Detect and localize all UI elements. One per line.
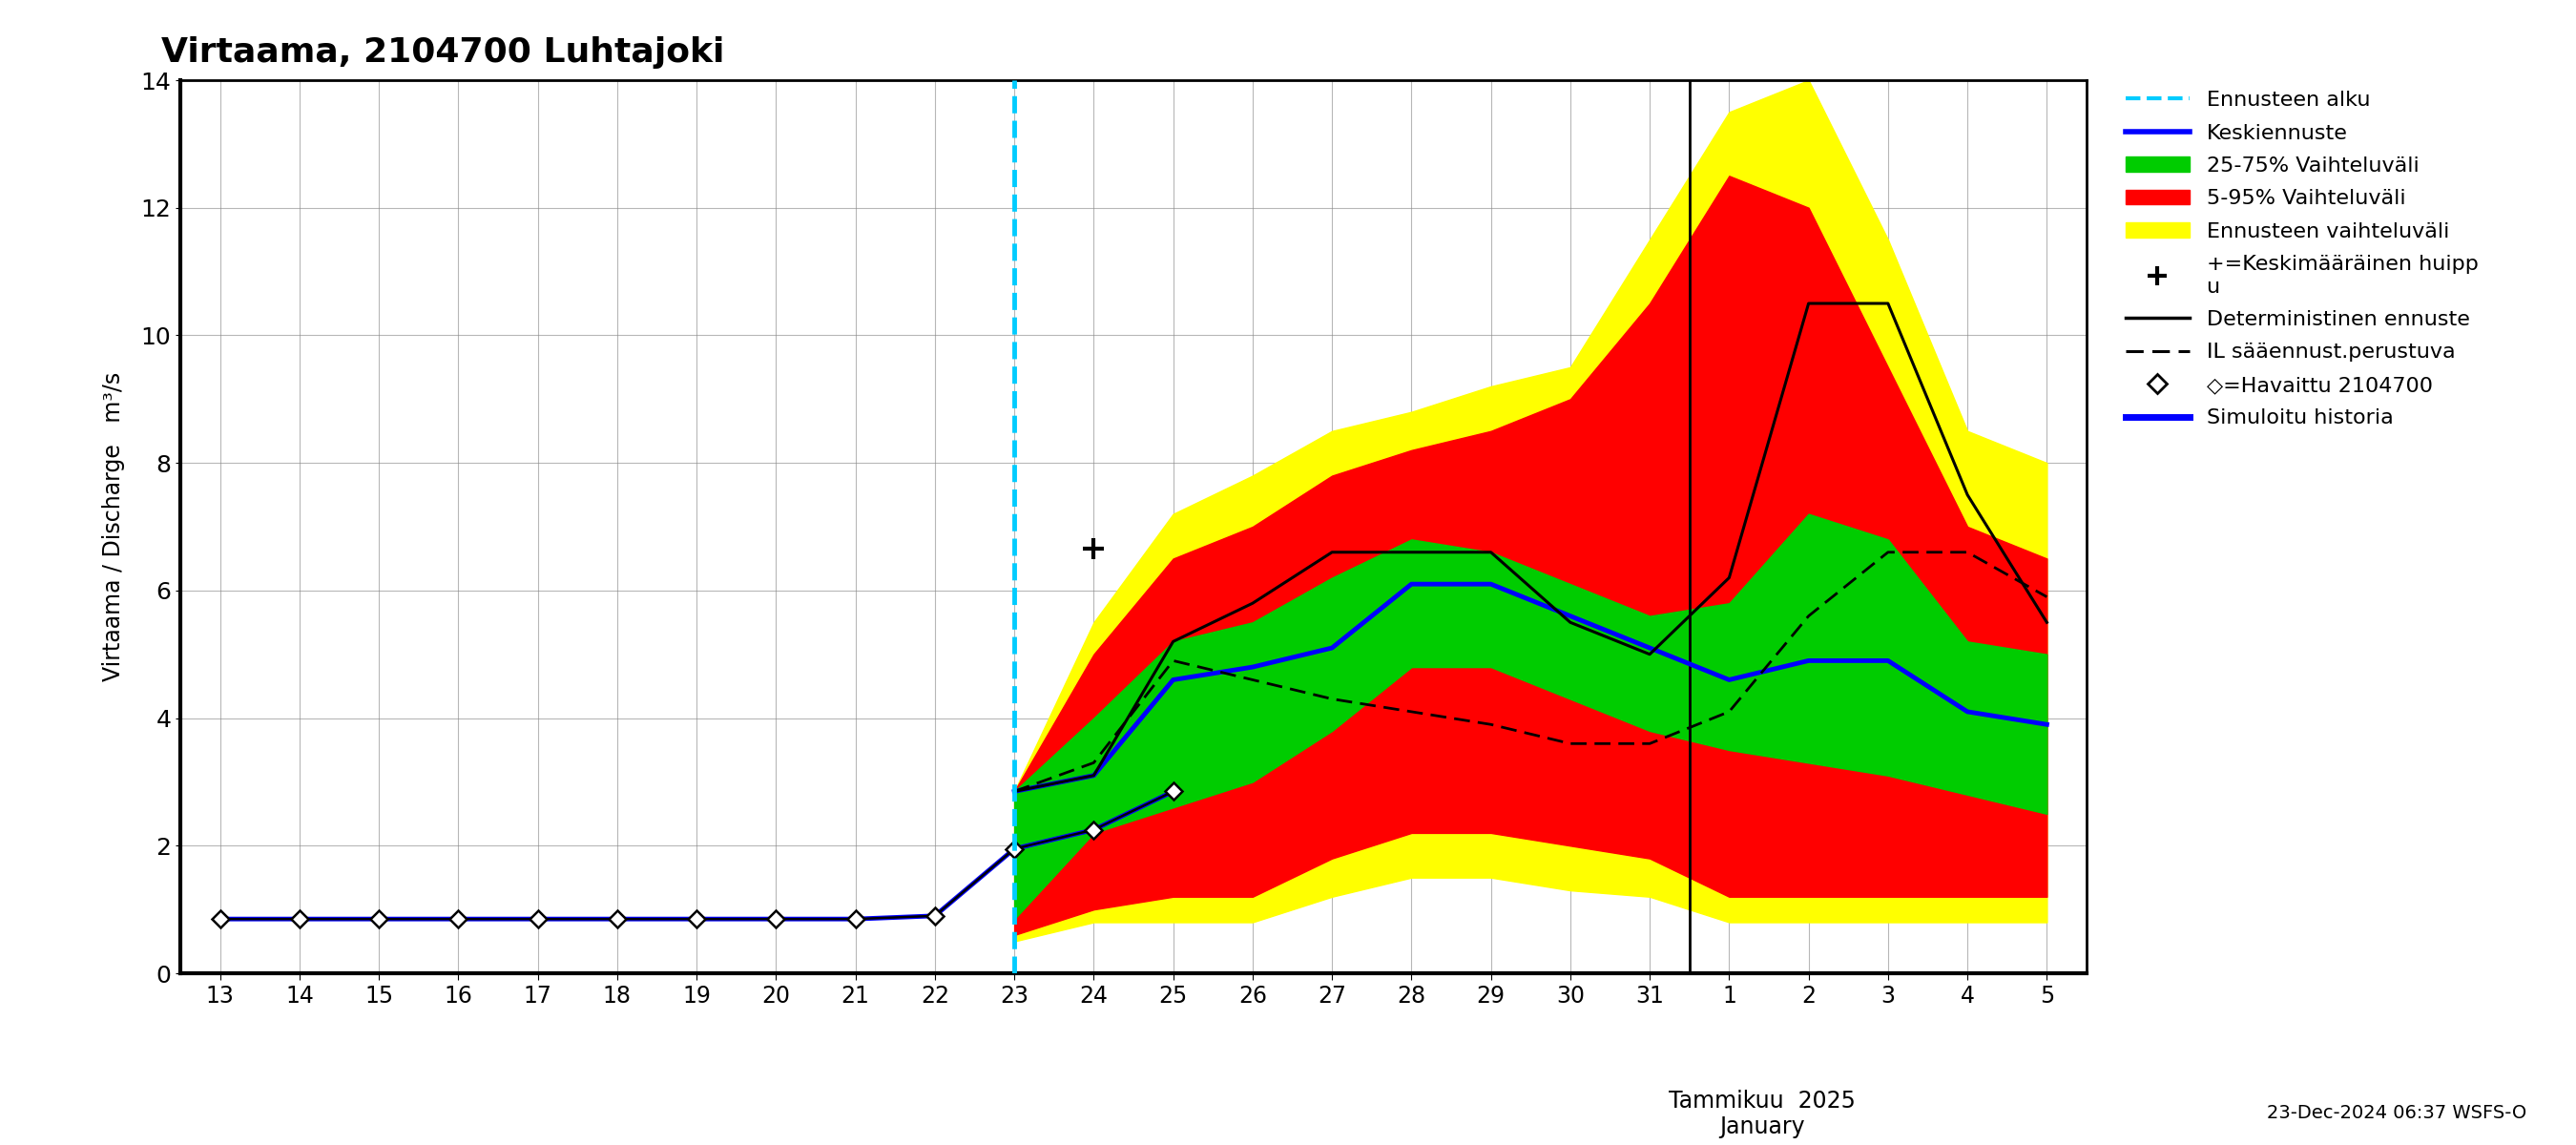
Y-axis label: Virtaama / Discharge   m³/s: Virtaama / Discharge m³/s — [103, 372, 124, 681]
Text: Virtaama, 2104700 Luhtajoki: Virtaama, 2104700 Luhtajoki — [162, 35, 724, 69]
Text: Tammikuu  2025
January: Tammikuu 2025 January — [1669, 1089, 1855, 1139]
Legend: Ennusteen alku, Keskiennuste, 25-75% Vaihteluväli, 5-95% Vaihteluväli, Ennusteen: Ennusteen alku, Keskiennuste, 25-75% Vai… — [2125, 90, 2478, 428]
Text: 23-Dec-2024 06:37 WSFS-O: 23-Dec-2024 06:37 WSFS-O — [2267, 1104, 2527, 1122]
